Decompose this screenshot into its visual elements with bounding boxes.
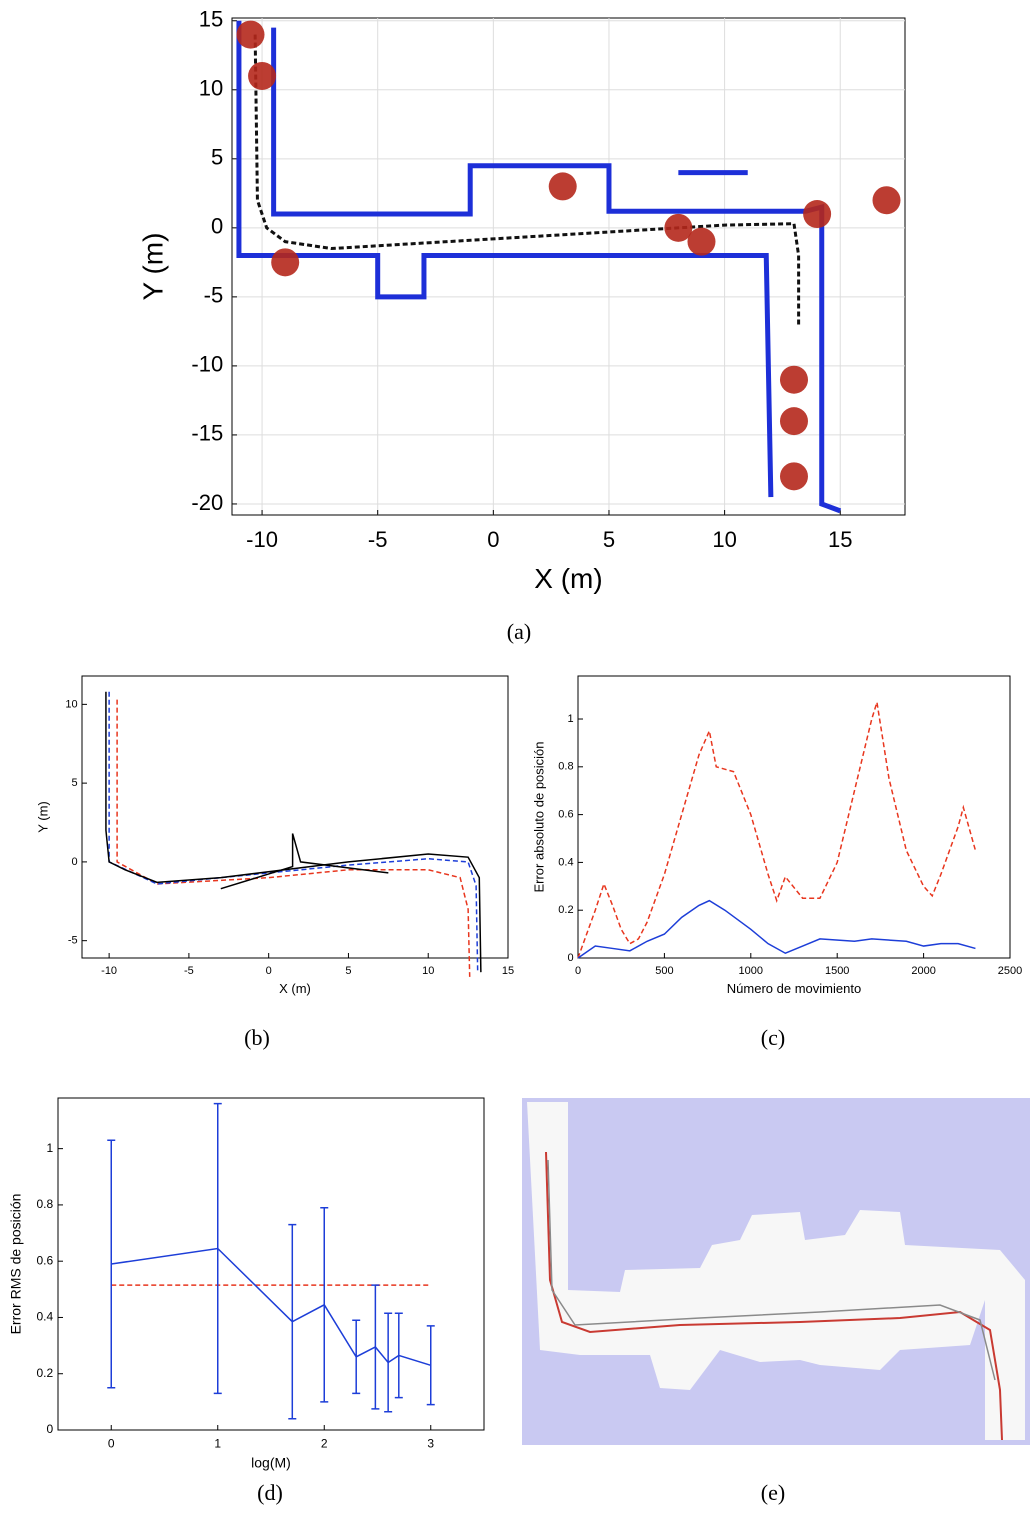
map-image bbox=[522, 1098, 1030, 1445]
y-tick-label: 0.8 bbox=[558, 761, 573, 773]
error-bar bbox=[352, 1319, 361, 1395]
series-line bbox=[271, 27, 842, 514]
x-tick-label: 3 bbox=[427, 1437, 434, 1451]
series-line bbox=[253, 34, 801, 325]
y-tick-label: 0.2 bbox=[558, 904, 573, 916]
plot-area bbox=[577, 675, 1011, 959]
landmark bbox=[779, 365, 808, 394]
y-tick-label: 0.2 bbox=[37, 1366, 54, 1380]
x-tick-label: 10 bbox=[712, 527, 736, 552]
y-tick-label: 0.4 bbox=[558, 856, 573, 868]
y-tick-label: 0.6 bbox=[37, 1253, 54, 1267]
x-tick-label: 0 bbox=[487, 527, 499, 552]
x-tick-label: 5 bbox=[345, 965, 351, 977]
series-line bbox=[577, 702, 977, 959]
error-bar bbox=[107, 1139, 116, 1389]
landmark bbox=[548, 172, 577, 201]
y-tick-label: -5 bbox=[204, 283, 224, 308]
series-line bbox=[220, 833, 389, 890]
x-tick-label: 10 bbox=[422, 965, 434, 977]
y-axis-label: Error absoluto de posición bbox=[532, 741, 547, 892]
x-axis-label: X (m) bbox=[534, 563, 602, 594]
y-tick-label: -20 bbox=[191, 490, 223, 515]
map-trajectory-reference bbox=[547, 1159, 996, 1381]
y-tick-label: 0 bbox=[567, 952, 573, 964]
y-tick-label: 10 bbox=[65, 698, 77, 710]
x-tick-label: -5 bbox=[368, 527, 388, 552]
y-tick-label: 0.4 bbox=[37, 1310, 54, 1324]
y-tick-label: -15 bbox=[191, 421, 223, 446]
x-axis-label: X (m) bbox=[279, 981, 311, 996]
x-tick-label: 2 bbox=[321, 1437, 328, 1451]
plot-area bbox=[231, 17, 906, 516]
landmark bbox=[236, 20, 265, 49]
y-tick-label: 0 bbox=[211, 214, 223, 239]
error-bar bbox=[288, 1223, 297, 1420]
x-tick-label: 500 bbox=[655, 965, 673, 977]
y-tick-label: 5 bbox=[71, 777, 77, 789]
y-axis-label: Error RMS de posición bbox=[8, 1194, 24, 1335]
landmark bbox=[779, 462, 808, 491]
x-tick-label: 1000 bbox=[739, 965, 763, 977]
error-bar bbox=[384, 1312, 393, 1413]
y-tick-label: 1 bbox=[567, 713, 573, 725]
x-tick-label: 0 bbox=[266, 965, 272, 977]
landmark bbox=[687, 227, 716, 256]
landmark bbox=[271, 248, 300, 277]
y-tick-label: -10 bbox=[191, 352, 223, 377]
y-tick-label: 5 bbox=[211, 145, 223, 170]
plot-area bbox=[81, 675, 509, 959]
x-tick-label: 15 bbox=[502, 965, 514, 977]
series-line bbox=[577, 899, 976, 959]
landmark bbox=[872, 186, 901, 215]
y-tick-label: 0.6 bbox=[558, 809, 573, 821]
y-tick-label: 0 bbox=[47, 1422, 54, 1436]
panel-caption: (a) bbox=[507, 619, 531, 644]
y-tick-label: 10 bbox=[199, 76, 223, 101]
y-axis-label: Y (m) bbox=[36, 801, 51, 833]
x-tick-label: 1500 bbox=[825, 965, 849, 977]
x-axis-label: log(M) bbox=[251, 1455, 291, 1471]
y-tick-label: 0 bbox=[71, 856, 77, 868]
x-tick-label: -5 bbox=[184, 965, 194, 977]
x-tick-label: 2000 bbox=[911, 965, 935, 977]
map-trajectory bbox=[545, 1151, 1003, 1441]
series-line bbox=[236, 20, 774, 498]
x-tick-label: -10 bbox=[101, 965, 117, 977]
error-bar bbox=[371, 1284, 380, 1410]
x-tick-label: 5 bbox=[603, 527, 615, 552]
error-bar bbox=[394, 1312, 403, 1399]
x-tick-label: 0 bbox=[575, 965, 581, 977]
panel-caption: (e) bbox=[761, 1480, 785, 1505]
panel-caption: (d) bbox=[257, 1480, 283, 1505]
y-axis-label: Y (m) bbox=[138, 233, 169, 301]
x-tick-label: 0 bbox=[108, 1437, 115, 1451]
panel-caption: (c) bbox=[761, 1025, 785, 1050]
error-bar bbox=[213, 1102, 222, 1395]
y-tick-label: 15 bbox=[199, 7, 223, 32]
series-line bbox=[105, 691, 482, 973]
series-line bbox=[116, 699, 471, 977]
y-tick-label: -5 bbox=[68, 935, 78, 947]
landmark bbox=[664, 213, 693, 242]
landmark bbox=[803, 200, 832, 229]
plot-area bbox=[57, 1097, 485, 1431]
landmark bbox=[779, 407, 808, 436]
x-tick-label: 1 bbox=[214, 1437, 221, 1451]
x-tick-label: 2500 bbox=[998, 965, 1022, 977]
error-bar bbox=[320, 1206, 329, 1403]
x-axis-label: Número de movimiento bbox=[727, 981, 861, 996]
x-tick-label: 15 bbox=[828, 527, 852, 552]
y-tick-label: 0.8 bbox=[37, 1197, 54, 1211]
map-free-space bbox=[527, 1102, 1025, 1440]
y-tick-label: 1 bbox=[47, 1141, 54, 1155]
error-bar bbox=[426, 1325, 435, 1406]
panel-caption: (b) bbox=[244, 1025, 270, 1050]
x-tick-label: -10 bbox=[246, 527, 278, 552]
landmark bbox=[248, 61, 277, 90]
